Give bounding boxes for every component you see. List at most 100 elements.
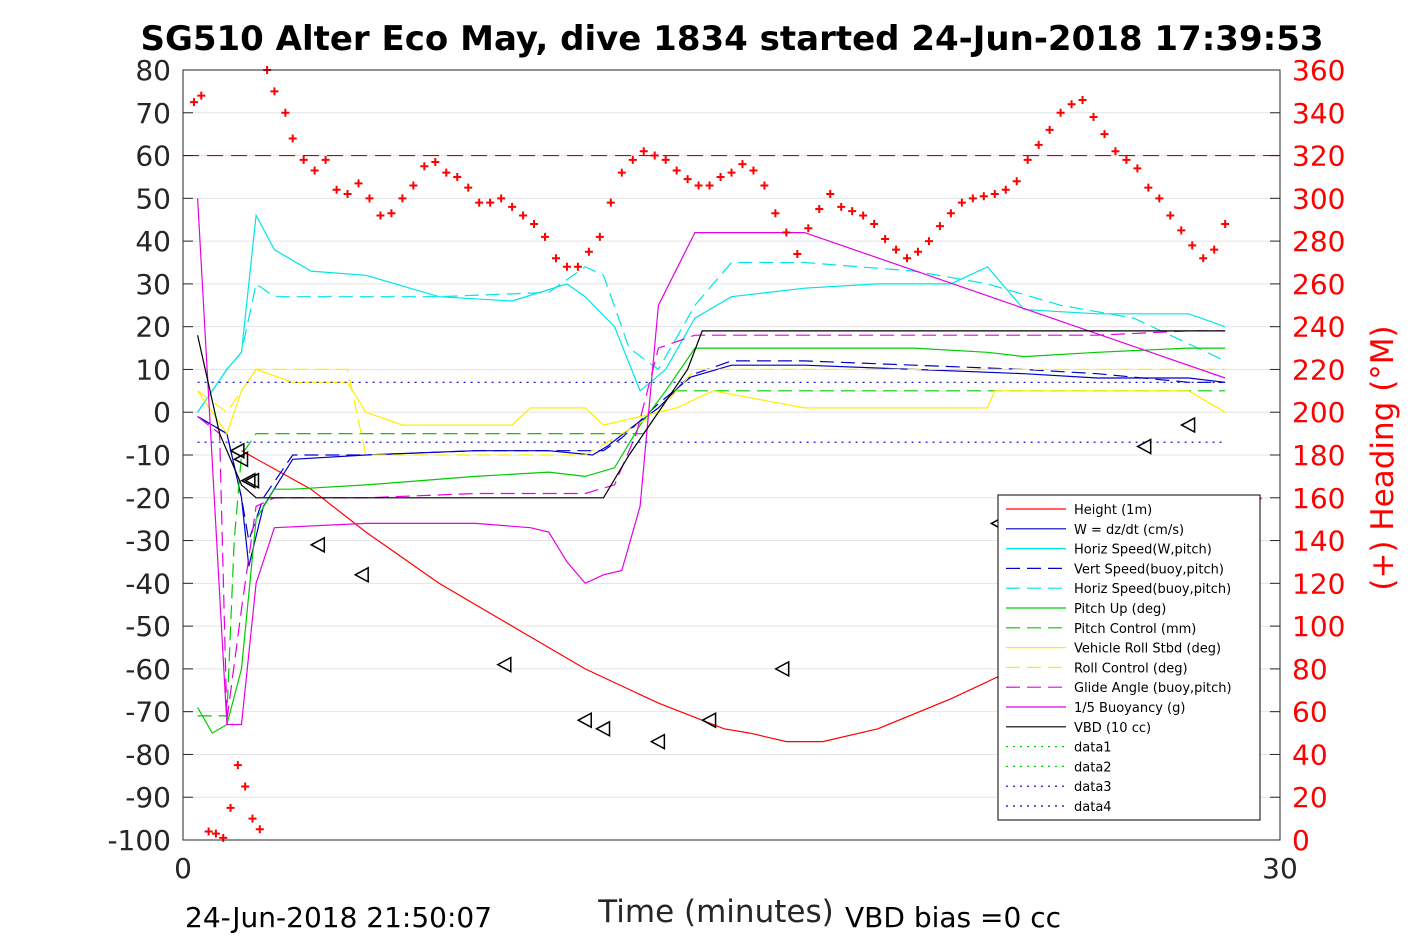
heading-marker	[189, 98, 198, 107]
heading-marker	[365, 194, 374, 203]
y-tick-label-7: -30	[125, 525, 171, 558]
legend-label-9: Glide Angle (buoy,pitch)	[1074, 681, 1232, 696]
y-tick-label-6: -40	[125, 567, 171, 600]
y-tick-label-14: 40	[135, 225, 171, 258]
legend-label-10: 1/5 Buoyancy (g)	[1074, 701, 1185, 716]
legend-label-12: data1	[1074, 741, 1112, 756]
heading-marker	[376, 211, 385, 220]
legend-label-11: VBD (10 cc)	[1074, 721, 1151, 736]
y2-tick-label-0: 0	[1292, 824, 1310, 857]
x-axis-label: Time (minutes)	[597, 894, 833, 930]
heading-marker	[1001, 185, 1010, 194]
heading-marker	[683, 175, 692, 184]
y2-tick-label-5: 100	[1292, 610, 1345, 643]
y-tick-label-9: -10	[125, 439, 171, 472]
heading-marker	[1210, 245, 1219, 254]
heading-marker	[705, 181, 714, 190]
legend-label-6: Pitch Control (mm)	[1074, 622, 1196, 637]
heading-marker	[1034, 140, 1043, 149]
legend-label-7: Vehicle Roll Stbd (deg)	[1074, 642, 1221, 657]
heading-marker	[727, 168, 736, 177]
heading-marker	[343, 190, 352, 199]
legend-label-2: Horiz Speed(W,pitch)	[1074, 543, 1212, 558]
heading-marker	[464, 183, 473, 192]
heading-marker	[1166, 211, 1175, 220]
heading-marker	[241, 782, 250, 791]
triangle-marker	[232, 451, 249, 468]
y-tick-label-18: 80	[135, 54, 171, 87]
heading-marker	[508, 202, 517, 211]
y-tick-label-4: -60	[125, 653, 171, 686]
legend: Height (1m) W = dz/dt (cm/s) Horiz Speed(W…	[997, 494, 1261, 821]
heading-marker	[1177, 226, 1186, 235]
heading-marker	[530, 220, 539, 228]
heading-marker	[1188, 241, 1197, 250]
series-line-9	[197, 330, 1226, 721]
y-tick-label-15: 50	[135, 182, 171, 215]
heading-marker	[584, 247, 593, 256]
heading-marker	[486, 198, 495, 207]
heading-marker	[1221, 220, 1230, 228]
heading-marker	[881, 234, 890, 243]
heading-marker	[1122, 155, 1131, 164]
y-tick-label-16: 60	[135, 140, 171, 173]
heading-marker	[431, 157, 440, 166]
y-tick-label-10: 0	[153, 396, 171, 429]
heading-marker	[321, 155, 330, 164]
series-line-10	[197, 198, 1226, 726]
legend-label-8: Roll Control (deg)	[1074, 661, 1188, 676]
heading-marker	[990, 190, 999, 199]
heading-marker	[551, 254, 560, 263]
heading-marker	[1100, 130, 1109, 139]
heading-marker	[310, 166, 319, 175]
heading-marker	[420, 162, 429, 171]
heading-marker	[617, 168, 626, 177]
series-line-5	[197, 347, 1226, 734]
heading-marker	[281, 108, 290, 117]
y-tick-label-12: 20	[135, 311, 171, 344]
series-line-7	[197, 368, 1226, 435]
legend-label-14: data3	[1074, 780, 1112, 795]
heading-marker	[299, 155, 308, 164]
heading-marker	[1199, 254, 1208, 263]
heading-marker	[661, 155, 670, 164]
heading-marker	[1144, 183, 1153, 192]
heading-marker	[606, 198, 615, 207]
footer-vbd-bias: VBD bias =0 cc	[845, 901, 1061, 934]
y-tick-label-2: -80	[125, 738, 171, 771]
heading-marker	[639, 147, 648, 156]
heading-marker	[672, 166, 681, 175]
y-tick-label-5: -50	[125, 610, 171, 643]
heading-marker	[793, 249, 802, 258]
y2-tick-label-7: 140	[1292, 525, 1345, 558]
heading-marker	[738, 160, 747, 169]
legend-label-4: Horiz Speed(buoy,pitch)	[1074, 582, 1231, 597]
y-tick-label-13: 30	[135, 268, 171, 301]
heading-marker	[1045, 125, 1054, 134]
heading-marker	[870, 220, 879, 228]
y-tick-label-1: -90	[125, 781, 171, 814]
heading-marker	[804, 224, 813, 233]
y2-tick-label-2: 40	[1292, 738, 1328, 771]
y2-tick-label-9: 180	[1292, 439, 1345, 472]
heading-marker	[475, 198, 484, 207]
heading-marker	[197, 91, 206, 100]
heading-marker	[233, 761, 242, 770]
heading-marker	[650, 151, 659, 160]
heading-marker	[782, 228, 791, 237]
marker-layer	[189, 66, 1230, 842]
heading-marker	[398, 194, 407, 203]
y2-tick-label-17: 340	[1292, 97, 1345, 130]
y2-tick-label-3: 60	[1292, 696, 1328, 729]
heading-marker	[519, 211, 528, 220]
chart-title: SG510 Alter Eco May, dive 1834 started 2…	[140, 19, 1323, 59]
legend-label-15: data4	[1074, 800, 1112, 815]
y2-tick-label-12: 240	[1292, 311, 1345, 344]
triangle-marker	[576, 711, 592, 729]
heading-marker	[573, 262, 582, 271]
heading-marker	[211, 829, 220, 838]
y-tick-label-8: -20	[125, 482, 171, 515]
heading-marker	[1133, 164, 1142, 173]
y2-tick-label-11: 220	[1292, 353, 1345, 386]
heading-marker	[354, 179, 363, 188]
